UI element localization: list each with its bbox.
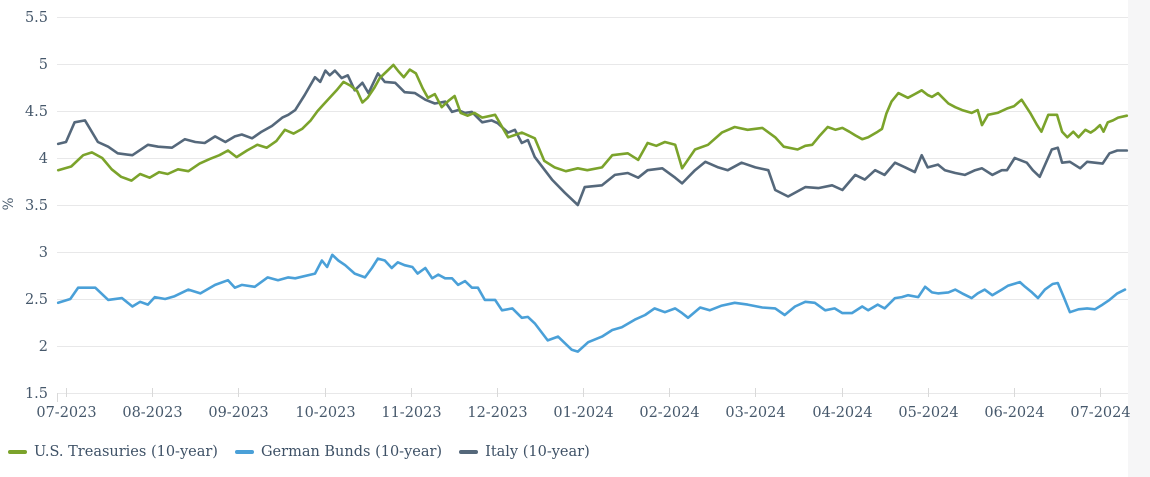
legend-swatch-u-s-treasuries-10-year [8,450,27,454]
x-axis-tick-label: 02-2024 [639,405,699,421]
y-axis-tick-label: 5 [39,57,48,73]
x-axis-tick-label: 03-2024 [725,405,785,421]
legend-label: German Bunds (10-year) [260,444,443,460]
y-axis-tick-label: 3 [39,245,48,261]
plot-right-margin [1128,0,1150,477]
legend-item-german-bunds-10-year[interactable]: German Bunds (10-year) [234,444,443,460]
legend-item-italy-10-year[interactable]: Italy (10-year) [459,444,590,460]
legend-label: Italy (10-year) [485,444,590,460]
y-axis-tick-label: 5.5 [25,10,48,26]
y-axis-tick-label: 3.5 [25,198,48,214]
series-line-italy-10-year[interactable] [56,69,1129,207]
x-axis-tick-label: 04-2024 [812,405,872,421]
x-axis-tick-label: 06-2024 [984,405,1044,421]
y-axis-tick-label: 1.5 [25,386,48,402]
x-axis-tick-label: 09-2023 [208,405,268,421]
x-axis-tick-label: 07-2024 [1070,405,1130,421]
x-axis-tick-label: 10-2023 [295,405,355,421]
y-axis-title: % [1,197,17,211]
legend-label: U.S. Treasuries (10-year) [34,444,218,460]
y-axis-tick-label: 2.5 [25,292,48,308]
y-axis-tick-label: 2 [39,339,48,355]
legend-swatch-german-bunds-10-year [234,450,254,454]
x-axis-tick-label: 01-2024 [553,405,613,421]
x-axis-tick-label: 08-2023 [122,405,182,421]
series-line-german-bunds-10-year[interactable] [56,253,1127,353]
x-axis-tick-label: 11-2023 [381,405,441,421]
legend-swatch-italy-10-year [459,450,479,454]
legend-item-u-s-treasuries-10-year[interactable]: U.S. Treasuries (10-year) [8,444,218,460]
y-axis-tick-label: 4.5 [25,104,48,120]
x-axis-tick-label: 07-2023 [36,405,96,421]
series-line-u-s-treasuries-10-year[interactable] [56,63,1129,182]
chart-legend: U.S. Treasuries (10-year) German Bunds (1… [8,444,590,460]
x-axis-tick-label: 05-2024 [898,405,958,421]
x-axis-tick-label: 12-2023 [467,405,527,421]
y-axis-tick-label: 4 [39,151,48,167]
yield-line-chart: 1.5 2 2.5 3 3.5 4 4.5 5 5.5 07-2023 08-2023 09-2023… [25,10,1131,421]
